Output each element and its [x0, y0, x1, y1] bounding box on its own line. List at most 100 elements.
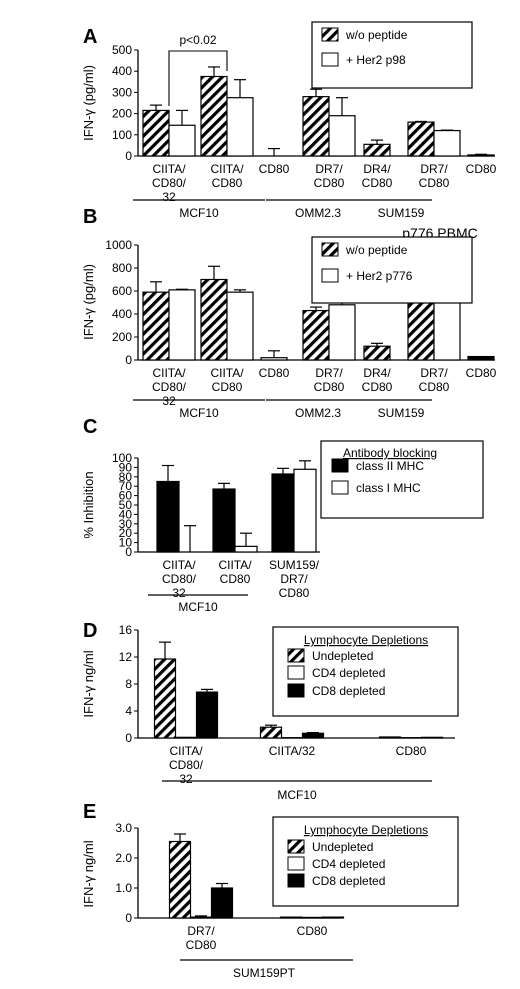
bar-white — [300, 916, 324, 919]
bar-group — [142, 104, 170, 157]
bar-group — [407, 120, 435, 157]
bar-group — [268, 147, 280, 156]
bar-group — [467, 153, 495, 157]
bar-group — [321, 916, 345, 919]
y-axis-label: IFN-γ (pg/ml) — [81, 65, 96, 141]
legend-swatch — [321, 27, 339, 42]
bar-group — [200, 66, 228, 157]
category-line: CD80 — [419, 176, 450, 190]
category-label: DR7/CD80 — [314, 162, 345, 190]
category-line: CD80 — [396, 744, 427, 758]
legend-entry: CD8 depleted — [312, 874, 385, 888]
bar-group — [200, 265, 228, 361]
y-tick-label: 0 — [125, 545, 132, 559]
bar-hatch — [363, 345, 391, 361]
category-line: CD80 — [466, 162, 497, 176]
bar-group — [153, 641, 177, 739]
group-label: SUM159 — [378, 406, 425, 420]
panel-letter: D — [83, 620, 97, 642]
bar-hatch — [407, 121, 435, 157]
category-line: 32 — [179, 772, 193, 786]
category-label: DR7/CD80 — [419, 162, 450, 190]
bar-black — [467, 355, 495, 361]
category-label: CIITA/CD80 — [218, 558, 252, 586]
legend-swatch — [321, 242, 339, 257]
significance-bracket — [168, 50, 228, 106]
bar-group — [363, 342, 391, 361]
y-tick-label: 2.0 — [115, 851, 132, 865]
bar-group — [226, 79, 254, 157]
category-line: CD80 — [362, 380, 393, 394]
bar-group — [168, 833, 192, 919]
legend: Lymphocyte Depletions Undepleted CD4 deple… — [272, 626, 459, 717]
category-line: DR7/ — [315, 162, 343, 176]
category-line: CIITA/ — [152, 366, 186, 380]
category-label: CD80 — [259, 162, 290, 176]
y-tick-label: 16 — [119, 623, 133, 637]
y-tick-label: 70 — [119, 479, 133, 493]
category-label: CD80 — [466, 162, 497, 176]
y-tick-label: 500 — [112, 43, 132, 57]
category-line: 32 — [162, 190, 176, 204]
bar-white — [293, 468, 317, 553]
y-tick-label: 300 — [112, 85, 132, 99]
bar-group — [184, 525, 196, 552]
category-line: DR7/ — [187, 924, 215, 938]
bar-group — [302, 306, 330, 361]
legend-entry: w/o peptide — [345, 28, 408, 42]
category-label: CIITA/32 — [269, 744, 316, 758]
bar-group — [328, 97, 356, 157]
category-line: 32 — [172, 586, 186, 600]
bar-group — [293, 460, 317, 553]
category-line: CIITA/32 — [269, 744, 316, 758]
legend-title: Lymphocyte Depletions — [304, 823, 428, 837]
category-label: DR7/CD80 — [186, 924, 217, 952]
bar-black — [271, 473, 295, 553]
bar-group — [195, 688, 219, 739]
bar-group — [407, 296, 435, 361]
category-line: CD80 — [466, 366, 497, 380]
bar-black — [420, 736, 444, 739]
group-label: MCF10 — [277, 788, 317, 802]
category-line: CD80 — [419, 380, 450, 394]
bar-hatch — [363, 143, 391, 157]
category-line: CD80/ — [169, 758, 204, 772]
bar-white — [226, 97, 254, 157]
y-tick-label: 800 — [112, 261, 132, 275]
legend-entry: + Her2 p98 — [346, 53, 406, 67]
legend-swatch — [287, 683, 305, 698]
bar-black — [210, 887, 234, 919]
y-tick-label: 80 — [119, 470, 133, 484]
category-line: CD80 — [314, 380, 345, 394]
bar-black — [212, 488, 236, 553]
group-label: OMM2.3 — [295, 206, 341, 220]
legend: w/o peptide + Her2 p98 — [311, 21, 473, 89]
y-tick-label: 3.0 — [115, 821, 132, 835]
bar-white — [168, 124, 196, 157]
y-tick-label: 60 — [119, 489, 133, 503]
category-label: CIITA/CD80/32 — [169, 744, 204, 786]
y-tick-label: 20 — [119, 526, 133, 540]
y-tick-label: 600 — [112, 284, 132, 298]
panel-letter: C — [83, 416, 97, 438]
category-line: CIITA/ — [218, 558, 252, 572]
category-label: CD80 — [466, 366, 497, 380]
y-tick-label: 1.0 — [115, 881, 132, 895]
bar-black — [156, 480, 180, 553]
category-label: CIITA/CD80/32 — [162, 558, 197, 600]
panel-letter: B — [83, 206, 97, 228]
bar-group — [234, 532, 258, 553]
bar-hatch — [279, 916, 303, 919]
legend-entry: CD8 depleted — [312, 684, 385, 698]
category-label: DR7/CD80 — [314, 366, 345, 394]
y-tick-label: 8 — [125, 677, 132, 691]
bar-hatch — [302, 96, 330, 157]
category-line: DR7/ — [420, 366, 448, 380]
y-tick-label: 30 — [119, 517, 133, 531]
bar-group — [433, 129, 461, 157]
y-tick-label: 50 — [119, 498, 133, 512]
category-line: CIITA/ — [210, 366, 244, 380]
bar-group — [378, 736, 402, 739]
category-label: DR7/CD80 — [419, 366, 450, 394]
